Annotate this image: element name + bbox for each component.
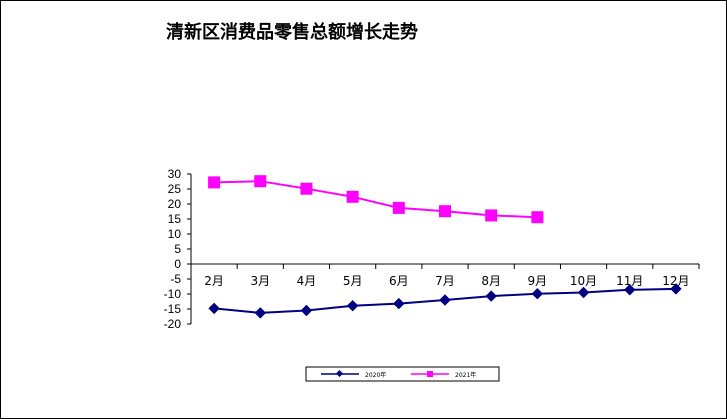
- series-line-1: [214, 180, 538, 219]
- y-tick-label: 0: [174, 257, 181, 271]
- data-point: [531, 211, 544, 224]
- legend-marker-2021: [427, 371, 433, 377]
- data-point: [439, 294, 451, 306]
- data-point: [439, 205, 451, 218]
- y-tick-label: 15: [168, 212, 182, 226]
- data-point: [254, 307, 266, 319]
- data-point: [485, 290, 497, 302]
- y-tick-label: 5: [174, 242, 181, 256]
- x-tick-label: 2月: [204, 274, 224, 288]
- y-tick-label: -10: [164, 287, 182, 301]
- x-tick-label: 3月: [250, 274, 270, 288]
- legend-label-2021: 2021年: [455, 371, 476, 379]
- chart-title: 清新区消费品零售总额增长走势: [166, 21, 418, 43]
- data-point: [624, 284, 636, 296]
- data-point: [346, 299, 359, 312]
- x-tick-label: 10月: [570, 274, 597, 288]
- data-point: [254, 175, 267, 188]
- x-tick-label: 7月: [435, 274, 455, 288]
- data-point: [577, 286, 590, 299]
- x-tick-label: 5月: [343, 274, 363, 288]
- x-tick-label: 9月: [528, 274, 548, 288]
- legend: 2020年 2021年: [305, 366, 500, 382]
- data-point: [393, 297, 405, 310]
- data-point: [670, 283, 682, 295]
- y-tick-label: 25: [168, 182, 182, 196]
- data-point: [300, 182, 313, 195]
- legend-label-2020: 2020年: [365, 371, 386, 379]
- x-tick-label: 8月: [481, 274, 501, 288]
- data-point: [346, 190, 359, 203]
- y-tick-label: 10: [168, 227, 182, 241]
- data-point: [300, 304, 313, 317]
- y-tick-label: -15: [164, 302, 182, 316]
- y-tick-label: -5: [170, 272, 181, 286]
- data-point: [208, 176, 221, 189]
- y-tick-label: -20: [164, 317, 182, 331]
- data-point: [392, 201, 405, 214]
- x-tick-label: 4月: [297, 274, 317, 288]
- series-layer: [208, 175, 682, 319]
- x-axis: 2月 3月 4月 5月 6月 7月 8月 9月 10月 11月 12月: [190, 263, 700, 288]
- data-point: [208, 302, 220, 315]
- x-tick-label: 6月: [389, 274, 409, 288]
- y-tick-label: 30: [168, 167, 182, 181]
- data-point: [485, 209, 498, 222]
- legend-marker-2020: [335, 369, 344, 378]
- x-tick-label: 11月: [616, 274, 643, 288]
- legend-box: [305, 366, 500, 382]
- y-tick-label: 20: [168, 197, 182, 211]
- x-tick-label: 12月: [662, 274, 689, 288]
- data-point: [531, 287, 544, 300]
